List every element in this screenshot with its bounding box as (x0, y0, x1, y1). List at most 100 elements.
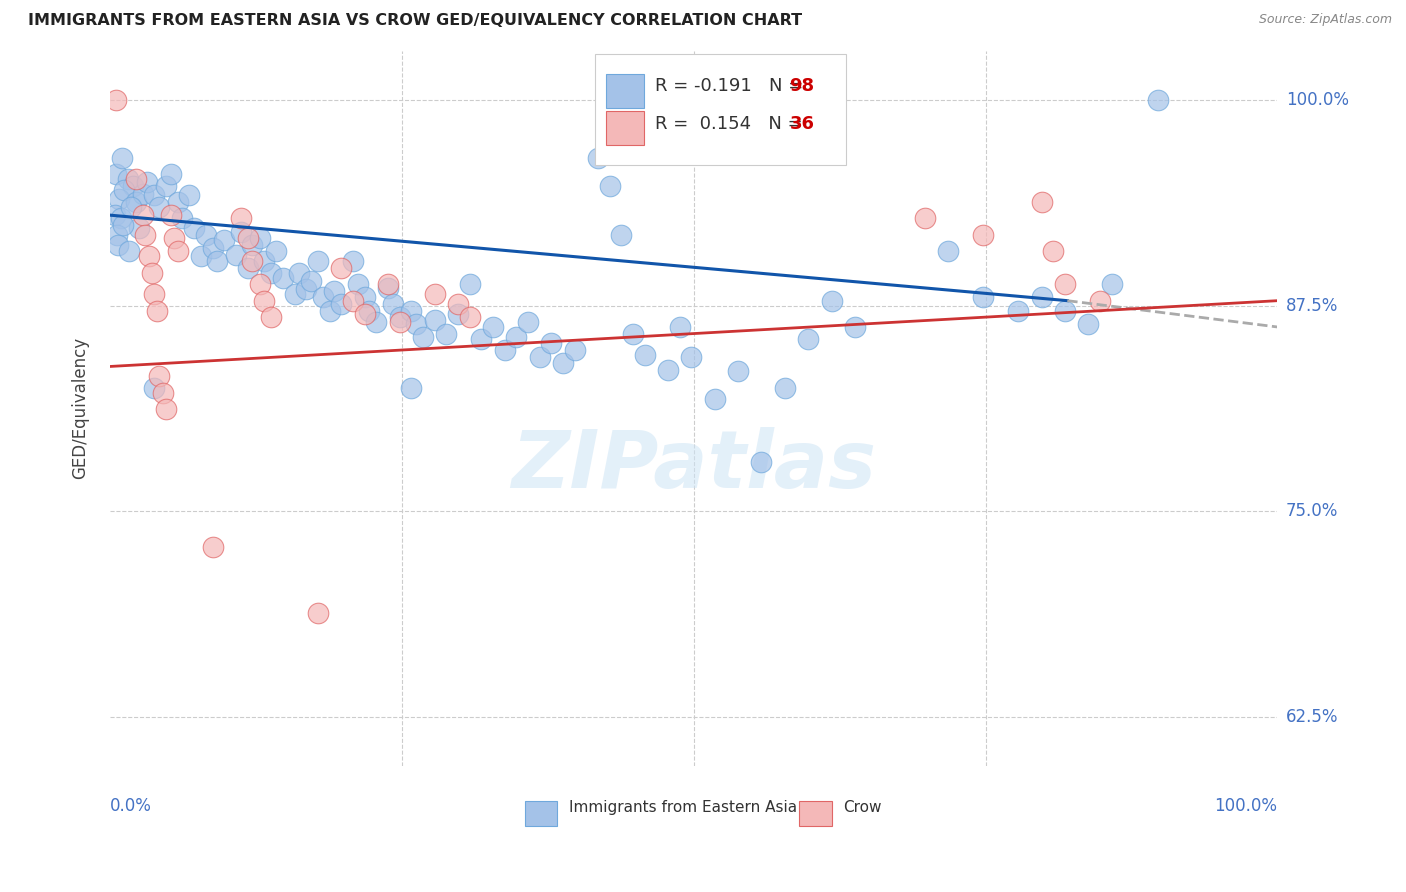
Point (972, 227, 994, 242)
Point (423, 287, 446, 301)
Point (1007, 303, 1029, 318)
Point (668, 320, 690, 334)
Point (412, 330, 434, 344)
Point (381, 297, 404, 311)
Point (104, 93, 127, 107)
Point (586, 151, 609, 165)
Point (122, 178, 145, 193)
Point (936, 244, 959, 259)
Point (242, 254, 264, 268)
Point (377, 280, 399, 294)
Point (172, 211, 194, 226)
Point (330, 297, 353, 311)
Point (505, 330, 527, 344)
Point (159, 208, 181, 222)
Point (159, 167, 181, 181)
Point (681, 350, 703, 364)
Point (283, 287, 305, 301)
Point (621, 326, 644, 341)
Point (470, 331, 492, 345)
Point (318, 303, 340, 318)
Point (844, 320, 866, 334)
Point (201, 541, 224, 555)
Point (727, 364, 749, 378)
Point (141, 266, 163, 280)
Point (108, 192, 131, 206)
FancyBboxPatch shape (595, 54, 845, 165)
Point (342, 254, 364, 268)
Point (307, 606, 329, 620)
Point (458, 277, 481, 292)
Point (972, 290, 994, 304)
Text: 36: 36 (790, 115, 814, 133)
Point (1031, 194, 1053, 209)
Point (311, 290, 333, 304)
Point (353, 307, 375, 321)
Point (166, 194, 188, 209)
Point (201, 241, 224, 255)
Text: 100.0%: 100.0% (1286, 91, 1348, 109)
Point (271, 270, 294, 285)
Point (447, 297, 470, 311)
Point (1077, 317, 1099, 331)
Point (207, 254, 229, 268)
Point (1147, 93, 1170, 107)
Point (551, 356, 574, 370)
Point (366, 315, 388, 329)
Point (229, 211, 252, 226)
Point (401, 303, 423, 318)
Point (117, 172, 139, 186)
Point (104, 208, 127, 222)
Point (132, 186, 155, 201)
Point (260, 266, 283, 280)
Point (143, 381, 166, 395)
Point (703, 392, 725, 407)
Point (120, 200, 142, 214)
Point (134, 227, 156, 242)
Point (610, 227, 633, 242)
Point (1101, 277, 1123, 292)
Text: 0.0%: 0.0% (110, 797, 152, 814)
Point (214, 233, 236, 247)
Point (377, 277, 399, 292)
FancyBboxPatch shape (799, 801, 831, 826)
Point (110, 211, 132, 226)
Point (517, 315, 540, 329)
Point (155, 402, 177, 417)
Point (1088, 293, 1111, 308)
Point (146, 303, 169, 318)
Point (330, 260, 353, 275)
Point (529, 350, 551, 364)
Text: 87.5%: 87.5% (1286, 297, 1339, 315)
Point (260, 310, 283, 325)
Text: Immigrants from Eastern Asia: Immigrants from Eastern Asia (569, 800, 797, 815)
Point (253, 293, 276, 308)
Point (194, 227, 217, 242)
Point (111, 218, 134, 232)
Point (190, 249, 212, 263)
Point (118, 244, 141, 259)
Text: 62.5%: 62.5% (1286, 707, 1339, 726)
Point (1031, 290, 1053, 304)
Point (125, 172, 148, 186)
Point (148, 200, 170, 214)
Point (148, 369, 170, 384)
Point (458, 310, 481, 325)
Point (249, 277, 271, 292)
Point (236, 231, 259, 245)
Point (434, 326, 457, 341)
Point (299, 274, 322, 288)
Point (773, 381, 796, 395)
Point (249, 231, 271, 245)
Point (125, 194, 148, 209)
Point (236, 260, 259, 275)
Point (820, 293, 842, 308)
Point (634, 348, 657, 362)
Point (242, 237, 264, 252)
Point (264, 244, 287, 259)
Text: ZIPatlas: ZIPatlas (512, 426, 876, 505)
Point (401, 381, 423, 395)
Text: 98: 98 (790, 78, 814, 95)
Text: IMMIGRANTS FROM EASTERN ASIA VS CROW GED/EQUIVALENCY CORRELATION CHART: IMMIGRANTS FROM EASTERN ASIA VS CROW GED… (28, 13, 803, 29)
Point (136, 175, 159, 189)
